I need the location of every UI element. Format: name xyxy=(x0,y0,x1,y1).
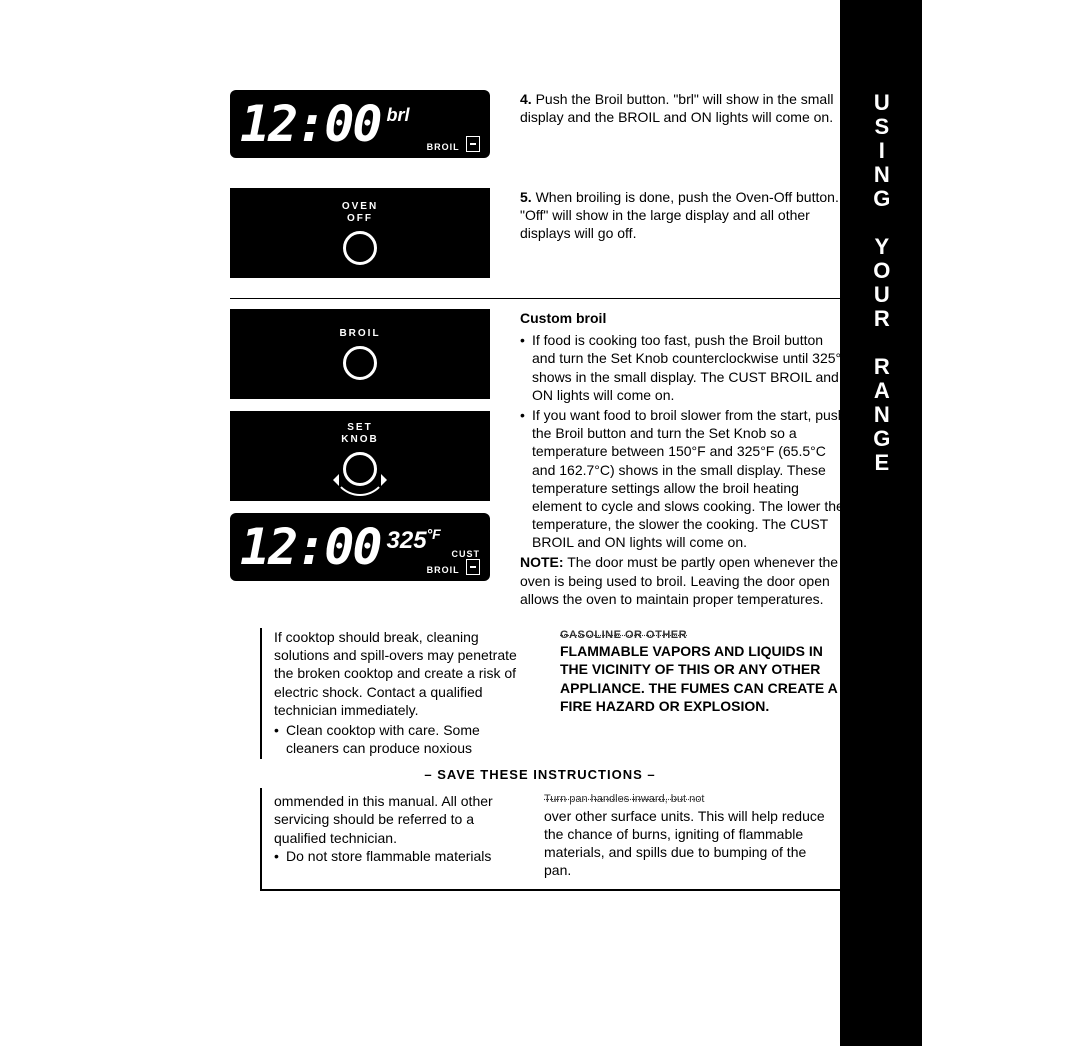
bottom-right-cut: Turn pan handles inward, but not xyxy=(544,792,836,806)
lcd-label-broil-2: BROIL xyxy=(427,565,460,575)
divider xyxy=(230,298,850,299)
cooktop-b1: Clean cooktop with care. Some cleaners c… xyxy=(274,721,530,757)
bottom-box: ommended in this manual. All other servi… xyxy=(260,788,850,891)
custom-broil-b2: If you want food to broil slower from th… xyxy=(520,406,850,552)
lcd-time-2: 12:00 xyxy=(240,515,381,580)
knob-arc-icon xyxy=(332,440,388,496)
oven-icon xyxy=(466,136,480,152)
bottom-left: ommended in this manual. All other servi… xyxy=(274,792,524,879)
page-number: 3 xyxy=(842,903,850,921)
lcd-display-cust: 12:00 325°F CUST BROIL xyxy=(230,513,490,581)
custom-broil-b1: If food is cooking too fast, push the Br… xyxy=(520,331,850,404)
custom-broil-row: BROIL SET KNOB 12:00 325°F xyxy=(230,309,850,608)
step-5-num: 5. xyxy=(520,189,532,205)
set-knob-panel: SET KNOB xyxy=(230,411,490,501)
lower-right: GASOLINE OR OTHER FLAMMABLE VAPORS AND L… xyxy=(560,628,850,759)
lcd-time: 12:00 xyxy=(240,92,381,157)
step-5-row: OVEN OFF 5. When broiling is done, push … xyxy=(230,188,850,278)
lcd-label-cust: CUST xyxy=(427,550,480,559)
lcd-sub-unit: °F xyxy=(427,526,441,542)
step-5-body: When broiling is done, push the Oven-Off… xyxy=(520,189,839,241)
lower-left: If cooktop should break, cleaning soluti… xyxy=(260,628,530,759)
lcd-right-labels-2: CUST BROIL xyxy=(427,550,480,575)
save-instructions: – SAVE THESE INSTRUCTIONS – xyxy=(230,767,850,784)
explosion-warning: FLAMMABLE VAPORS AND LIQUIDS IN THE VICI… xyxy=(560,642,850,715)
lcd-right-labels: BROIL xyxy=(427,136,480,152)
oven-off-button-icon xyxy=(343,231,377,265)
bottom-left-p1: ommended in this manual. All other servi… xyxy=(274,792,524,847)
step-4-text: 4. Push the Broil button. "brl" will sho… xyxy=(520,90,850,126)
lower-section: If cooktop should break, cleaning soluti… xyxy=(230,628,850,759)
bottom-left-list: Do not store flammable materials xyxy=(274,847,524,865)
scramble-text: GASOLINE OR OTHER xyxy=(560,628,850,642)
cooktop-warning: If cooktop should break, cleaning soluti… xyxy=(274,628,530,719)
step-4-body: Push the Broil button. "brl" will show i… xyxy=(520,91,833,125)
oven-label-line2: OFF xyxy=(342,213,378,225)
page-content: 12:00 brl BROIL 4. Push the Broil button… xyxy=(230,90,850,891)
lcd-sub-brl: brl xyxy=(387,104,410,127)
side-tab: USING YOUR RANGE xyxy=(840,0,922,1046)
oven-label-line1: OVEN xyxy=(342,201,378,213)
oven-icon-2 xyxy=(466,559,480,575)
oven-off-panel: OVEN OFF xyxy=(230,188,490,278)
custom-broil-title: Custom broil xyxy=(520,309,850,327)
oven-off-label: OVEN OFF xyxy=(342,201,378,225)
bottom-right-p1: over other surface units. This will help… xyxy=(544,807,836,880)
lcd-display-broil: 12:00 brl BROIL xyxy=(230,90,490,158)
custom-broil-list: If food is cooking too fast, push the Br… xyxy=(520,331,850,551)
bottom-right: Turn pan handles inward, but not over ot… xyxy=(544,792,836,879)
note-text: The door must be partly open whenever th… xyxy=(520,554,838,606)
side-tab-label: USING YOUR RANGE xyxy=(867,90,896,474)
lcd-sub-temp: 325 xyxy=(387,527,427,554)
custom-broil-note: NOTE: The door must be partly open whene… xyxy=(520,553,850,608)
knob-wrap xyxy=(343,452,377,486)
set-knob-line1: SET xyxy=(341,422,378,434)
broil-button-icon xyxy=(343,346,377,380)
lcd-label-broil: BROIL xyxy=(427,142,460,152)
cooktop-list: Clean cooktop with care. Some cleaners c… xyxy=(274,721,530,757)
broil-panel: BROIL xyxy=(230,309,490,399)
step-4-row: 12:00 brl BROIL 4. Push the Broil button… xyxy=(230,90,850,158)
note-label: NOTE: xyxy=(520,554,564,570)
step-4-num: 4. xyxy=(520,91,532,107)
step-5-text: 5. When broiling is done, push the Oven-… xyxy=(520,188,850,243)
broil-label: BROIL xyxy=(339,328,380,340)
bottom-left-b1: Do not store flammable materials xyxy=(274,847,524,865)
